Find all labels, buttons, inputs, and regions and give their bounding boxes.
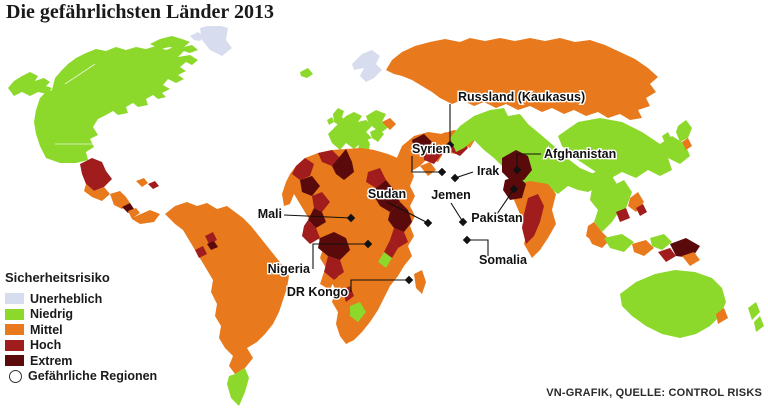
svg-text:Sudan: Sudan [368, 187, 406, 201]
svg-text:Russland (Kaukasus): Russland (Kaukasus) [458, 90, 585, 104]
svg-text:Irak: Irak [477, 164, 499, 178]
svg-text:DR Kongo: DR Kongo [287, 285, 348, 299]
svg-text:Somalia: Somalia [479, 253, 528, 267]
svg-text:Afghanistan: Afghanistan [544, 147, 616, 161]
svg-text:Jemen: Jemen [431, 188, 471, 202]
svg-text:Nigeria: Nigeria [268, 262, 311, 276]
svg-text:Pakistan: Pakistan [471, 211, 522, 225]
svg-text:Syrien: Syrien [412, 142, 450, 156]
svg-text:Mali: Mali [258, 207, 282, 221]
